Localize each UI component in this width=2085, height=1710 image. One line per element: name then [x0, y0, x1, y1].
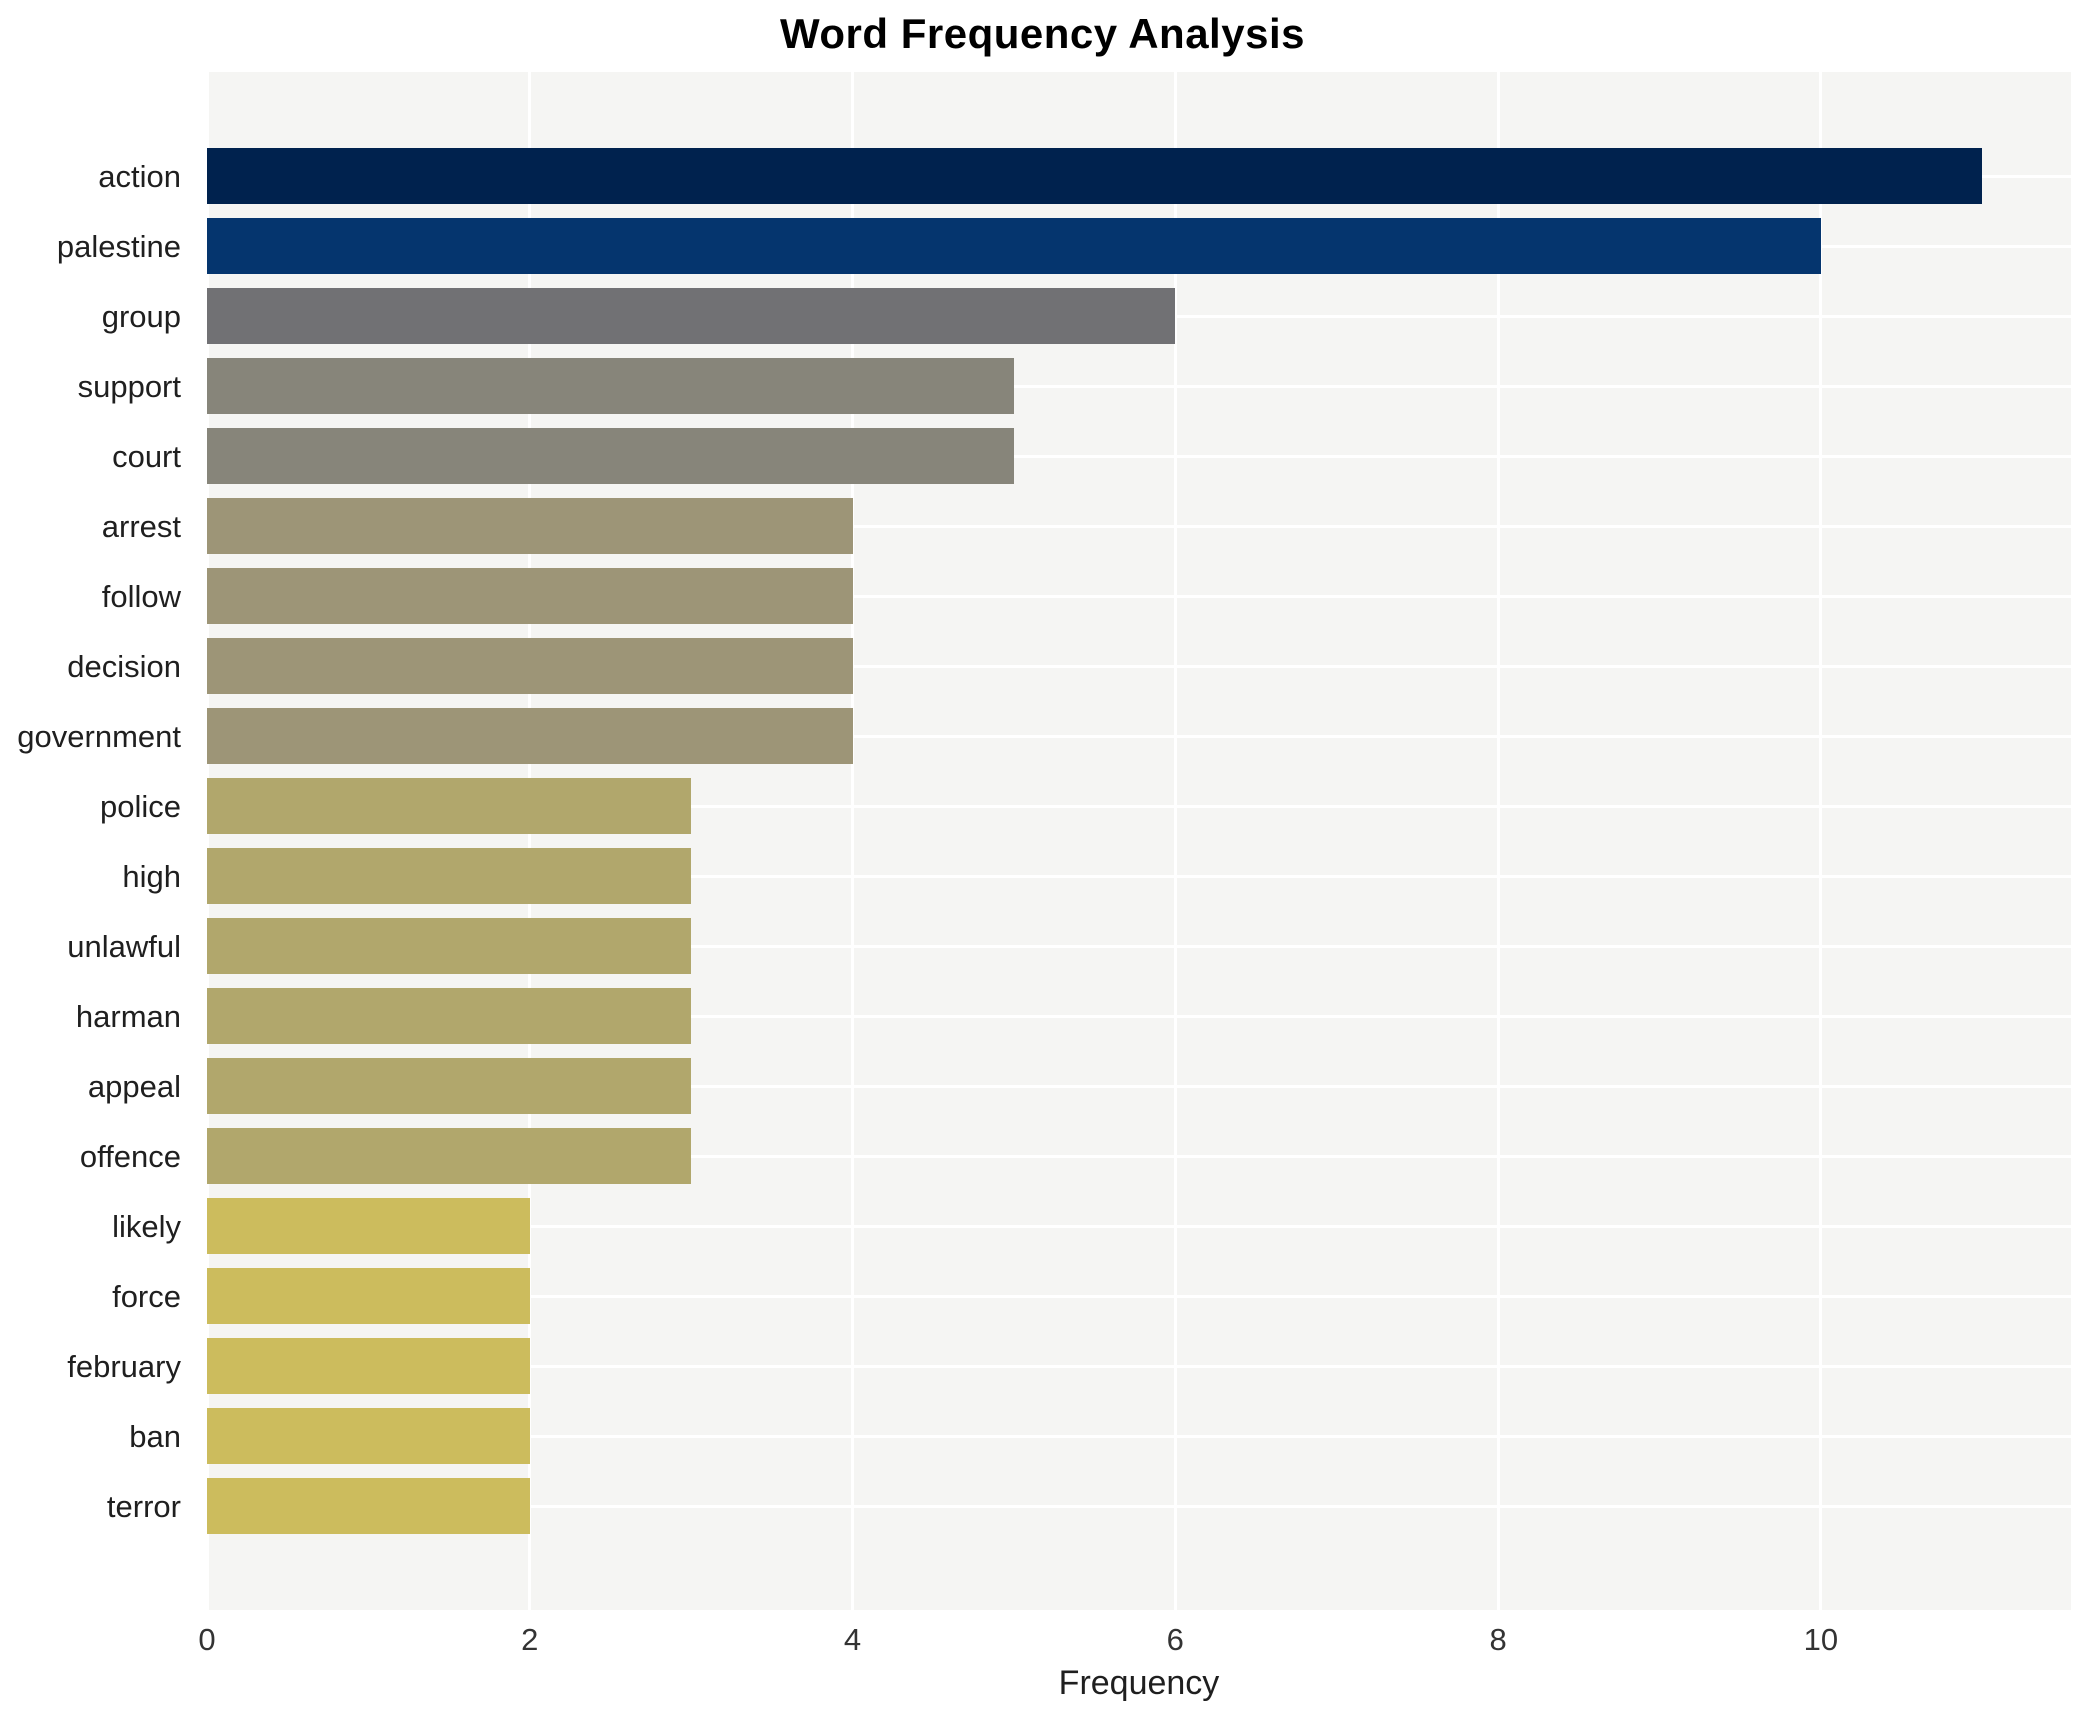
vertical-gridline — [1819, 72, 1823, 1610]
y-label-government: government — [17, 718, 181, 754]
bar-likely — [207, 1198, 530, 1254]
bar-unlawful — [207, 918, 692, 974]
y-label-palestine: palestine — [56, 228, 181, 264]
horizontal-gridline — [207, 734, 2071, 738]
chart-title: Word Frequency Analysis — [780, 10, 1305, 57]
y-label-terror: terror — [106, 1488, 181, 1524]
horizontal-gridline — [207, 1014, 2071, 1018]
y-label-support: support — [77, 368, 181, 404]
horizontal-gridline — [207, 874, 2071, 878]
bar-support — [207, 358, 1014, 414]
horizontal-gridline — [207, 524, 2071, 528]
bar-group — [207, 288, 1176, 344]
y-label-group: group — [101, 298, 181, 334]
y-label-force: force — [112, 1278, 181, 1314]
x-tick-10: 10 — [1803, 1622, 1839, 1657]
x-axis-tick-labels: 0 2 4 6 8 10 — [0, 1622, 2085, 1662]
bar-terror — [207, 1478, 530, 1534]
vertical-gridline — [1496, 72, 1500, 1610]
bar-police — [207, 778, 692, 834]
bar-ban — [207, 1408, 530, 1464]
y-label-ban: ban — [129, 1418, 181, 1454]
bar-government — [207, 708, 853, 764]
bar-arrest — [207, 498, 853, 554]
bar-february — [207, 1338, 530, 1394]
y-label-arrest: arrest — [101, 508, 181, 544]
horizontal-gridline — [207, 804, 2071, 808]
bar-palestine — [207, 218, 1821, 274]
horizontal-gridline — [207, 1294, 2071, 1298]
y-label-harman: harman — [75, 998, 181, 1034]
vertical-gridline — [1173, 72, 1177, 1610]
vertical-gridline — [205, 72, 209, 1610]
y-label-police: police — [100, 788, 181, 824]
bar-appeal — [207, 1058, 692, 1114]
y-label-high: high — [122, 858, 181, 894]
vertical-gridline — [528, 72, 532, 1610]
bar-court — [207, 428, 1014, 484]
y-label-unlawful: unlawful — [67, 928, 181, 964]
y-label-action: action — [98, 158, 181, 194]
horizontal-gridline — [207, 594, 2071, 598]
x-tick-2: 2 — [521, 1622, 539, 1657]
horizontal-gridline — [207, 1224, 2071, 1228]
x-tick-6: 6 — [1166, 1622, 1184, 1657]
horizontal-gridline — [207, 454, 2071, 458]
x-tick-8: 8 — [1489, 1622, 1507, 1657]
bar-action — [207, 148, 1983, 204]
y-label-decision: decision — [67, 648, 181, 684]
y-label-february: february — [67, 1348, 181, 1384]
horizontal-gridline — [207, 1504, 2071, 1508]
horizontal-gridline — [207, 1154, 2071, 1158]
x-axis-title: Frequency — [1058, 1664, 1220, 1702]
y-label-likely: likely — [112, 1208, 181, 1244]
horizontal-gridline — [207, 384, 2071, 388]
bar-offence — [207, 1128, 692, 1184]
y-label-follow: follow — [101, 578, 181, 614]
y-label-offence: offence — [79, 1138, 181, 1174]
vertical-gridline — [851, 72, 855, 1610]
x-tick-0: 0 — [198, 1622, 216, 1657]
y-axis-category-labels: action palestine group support court arrest fo… — [0, 72, 193, 1610]
bar-follow — [207, 568, 853, 624]
horizontal-gridline — [207, 944, 2071, 948]
horizontal-gridline — [207, 1434, 2071, 1438]
horizontal-gridline — [207, 664, 2071, 668]
horizontal-gridline — [207, 1364, 2071, 1368]
plot-area — [205, 72, 2071, 1610]
x-tick-4: 4 — [843, 1622, 862, 1657]
y-label-court: court — [112, 438, 181, 474]
bar-force — [207, 1268, 530, 1324]
y-label-appeal: appeal — [87, 1068, 181, 1104]
horizontal-gridline — [207, 1084, 2071, 1088]
bar-harman — [207, 988, 692, 1044]
bar-decision — [207, 638, 853, 694]
bar-high — [207, 848, 692, 904]
